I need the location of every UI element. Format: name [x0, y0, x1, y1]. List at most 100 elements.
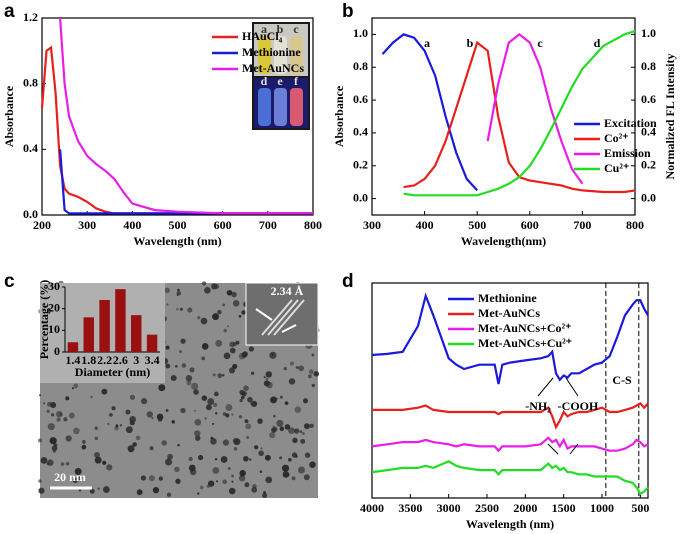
particle	[132, 442, 137, 447]
particle	[227, 467, 231, 470]
legend-label: Met-AuNCs+Co²⁺	[478, 321, 571, 335]
particle	[222, 412, 227, 416]
particle	[228, 367, 236, 374]
annotation: -COOH	[558, 399, 599, 413]
particle	[215, 339, 223, 347]
particle	[217, 309, 222, 315]
particle	[38, 438, 43, 443]
particle	[63, 417, 68, 422]
particle	[265, 371, 273, 378]
particle	[283, 367, 287, 371]
y2-tick-label: 1.0	[641, 26, 656, 40]
particle	[260, 447, 263, 450]
particle	[214, 457, 218, 461]
particle	[244, 482, 250, 488]
particle	[212, 467, 220, 474]
particle	[285, 472, 290, 477]
particle	[298, 365, 305, 372]
x-tick-label: 3.4	[145, 353, 160, 367]
y-tick-label: 0.4	[23, 141, 38, 155]
particle	[311, 353, 315, 357]
particle	[298, 466, 306, 474]
particle	[238, 415, 243, 419]
x-tick-label: 2.6	[113, 353, 128, 367]
particle	[311, 383, 316, 388]
particle	[308, 369, 314, 374]
particle	[189, 367, 195, 373]
series-line	[371, 460, 649, 496]
particle	[181, 363, 187, 368]
lattice-fringe	[261, 299, 293, 336]
x-tick-label: 1500	[552, 501, 576, 515]
y-axis-label: Absorbance	[2, 85, 16, 147]
particle	[165, 363, 171, 369]
particle	[194, 430, 201, 437]
particle	[194, 409, 197, 412]
particle	[222, 374, 225, 377]
particle	[257, 418, 263, 424]
particle	[38, 394, 42, 397]
particle	[188, 464, 196, 472]
particle	[179, 350, 182, 353]
x-tick-label: 400	[416, 218, 434, 232]
particle	[180, 338, 186, 344]
particle	[202, 281, 207, 286]
particle	[270, 396, 277, 404]
tem-image	[38, 280, 320, 499]
particle	[269, 351, 277, 359]
particle	[197, 492, 200, 495]
particle	[176, 293, 179, 297]
x-tick-label: 700	[573, 218, 591, 232]
particle	[214, 391, 219, 397]
bar	[131, 315, 142, 352]
annotation: c	[537, 36, 543, 50]
particle	[140, 475, 147, 481]
particle	[226, 289, 233, 296]
particle	[94, 451, 101, 458]
particle	[129, 420, 135, 426]
x-tick-label: 500	[468, 218, 486, 232]
arrow	[569, 443, 579, 455]
y2-tick-label: 0.2	[641, 158, 656, 172]
inset-label: b	[277, 22, 284, 36]
particle	[212, 422, 215, 426]
particle	[72, 477, 79, 484]
particle	[233, 447, 238, 451]
particle	[197, 316, 201, 320]
legend-label: Met-AuNCs	[478, 306, 540, 320]
particle	[40, 457, 48, 464]
particle	[115, 424, 119, 428]
y-tick-label: 0.0	[353, 190, 368, 204]
particle	[253, 445, 259, 450]
panel: b 300 400 500 600 700 800 0.0 0.2 0.4 0.6 0.8 1.0 0.0…	[332, 1, 677, 248]
particle	[292, 437, 298, 444]
particle	[165, 409, 169, 412]
particle	[213, 402, 218, 408]
particle	[303, 423, 310, 430]
particle	[197, 454, 204, 461]
particle	[186, 380, 192, 386]
particle	[215, 412, 218, 415]
particle	[223, 328, 227, 333]
arrow	[537, 377, 554, 397]
particle	[156, 413, 164, 421]
particle	[269, 432, 276, 439]
particle	[114, 426, 119, 431]
x-tick-label: 1000	[590, 501, 614, 515]
particle	[94, 426, 98, 430]
particle	[89, 488, 95, 494]
particle	[228, 487, 236, 495]
particle	[291, 476, 296, 481]
particle	[73, 383, 79, 389]
particle	[90, 395, 93, 399]
particle	[239, 389, 245, 396]
particle	[38, 487, 45, 494]
particle	[249, 458, 252, 461]
particle	[288, 427, 295, 434]
annotation: C-S	[612, 373, 632, 387]
x-tick-label: 800	[626, 218, 644, 232]
series-line	[403, 30, 636, 197]
particle	[232, 363, 238, 370]
particle	[46, 409, 50, 413]
